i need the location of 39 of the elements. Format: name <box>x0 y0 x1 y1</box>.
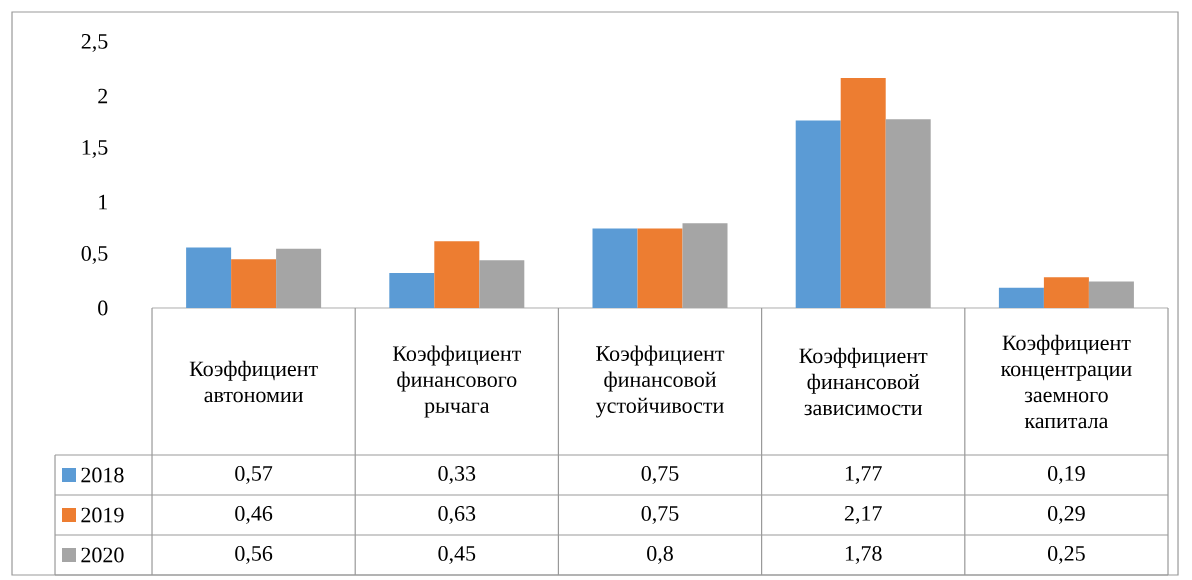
y-tick-label: 0,5 <box>81 246 108 265</box>
data-label: 1,78 <box>845 546 882 565</box>
data-label: 0,57 <box>235 466 273 485</box>
x-tick-label: Коэффициент финансовой зависимости <box>799 347 928 416</box>
bar <box>840 77 886 308</box>
y-tick-label: 0 <box>98 300 108 316</box>
data-label: 0,45 <box>438 546 476 565</box>
bar <box>1043 277 1089 308</box>
y-tick-label: 1,5 <box>82 140 108 158</box>
data-label: 0,25 <box>1048 546 1085 565</box>
x-tick-label: Коэффициент автономии <box>189 360 318 403</box>
data-label: 0,8 <box>647 546 673 565</box>
bar <box>592 228 638 308</box>
data-label: 0,63 <box>438 506 476 525</box>
data-label: 0,75 <box>641 466 679 485</box>
y-tick-label: 2,5 <box>81 34 108 52</box>
data-label: 0,46 <box>235 506 273 525</box>
x-tick-label: Коэффициент финансовой устойчивости <box>595 345 725 418</box>
bar <box>998 287 1044 308</box>
x-tick-label: Коэффициент финансового рычага <box>392 345 521 418</box>
data-label: 2,17 <box>844 506 882 524</box>
data-label: 0,56 <box>235 546 273 565</box>
bar <box>795 120 841 308</box>
legend-label: 2019 <box>81 507 124 523</box>
bar <box>389 273 435 308</box>
data-label: 0,75 <box>641 506 679 525</box>
bar <box>637 228 683 308</box>
x-tick-label: Коэффициент концентрации заемного капитала <box>1001 334 1132 429</box>
data-label: 1,77 <box>845 466 882 484</box>
bar <box>231 259 277 308</box>
legend-label: 2020 <box>81 547 124 563</box>
bar <box>186 247 232 308</box>
data-label: 0,29 <box>1048 506 1085 525</box>
y-tick-label: 2 <box>98 88 108 104</box>
data-label: 0,33 <box>438 466 476 485</box>
data-label: 0,19 <box>1048 466 1085 485</box>
legend-label: 2018 <box>81 467 124 483</box>
bar <box>434 241 480 308</box>
y-tick-label: 1 <box>99 194 107 210</box>
